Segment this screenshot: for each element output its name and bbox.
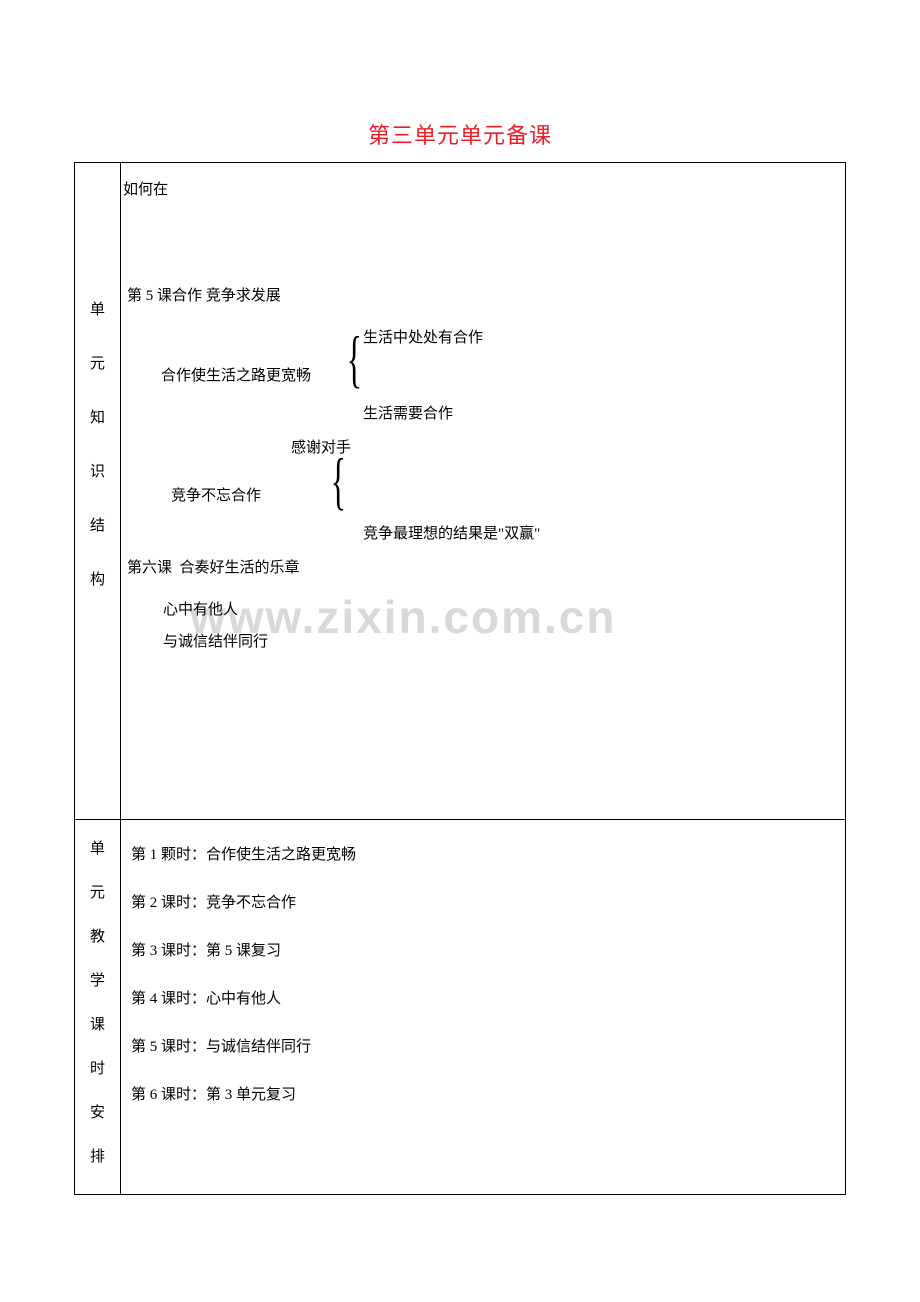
lesson5-item1-sub2: 生活需要合作: [363, 399, 453, 429]
schedule-item: 第 4 课时：心中有他人: [131, 984, 837, 1014]
lesson5-item1: 合作使生活之路更宽畅: [161, 361, 311, 391]
label-char: 安: [79, 1098, 116, 1128]
lesson5-title: 第 5 课合作 竞争求发展: [127, 281, 281, 311]
lesson5-item2-sub2: 竞争最理想的结果是"双赢": [363, 519, 540, 549]
schedule-item: 第 5 课时：与诚信结伴同行: [131, 1032, 837, 1062]
fragment-text: 如何在: [123, 175, 168, 205]
section-schedule: 单 元 教 学 课 时 安 排 第 1 颗时：合作使生活之路更宽畅 第 2 课时…: [75, 820, 846, 1195]
label-char: 排: [79, 1142, 116, 1172]
section2-content: 第 1 颗时：合作使生活之路更宽畅 第 2 课时：竞争不忘合作 第 3 课时：第…: [121, 820, 846, 1195]
label-char: 知: [79, 403, 116, 433]
label-char: 识: [79, 457, 116, 487]
label-char: 构: [79, 565, 116, 595]
label-char: 单: [79, 834, 116, 864]
section1-label: 单 元 知 识 结 构: [75, 163, 121, 820]
schedule-item: 第 2 课时：竞争不忘合作: [131, 888, 837, 918]
label-char: 学: [79, 966, 116, 996]
schedule-item: 第 1 颗时：合作使生活之路更宽畅: [131, 840, 837, 870]
lesson5-item2: 竞争不忘合作: [171, 481, 261, 511]
label-char: 课: [79, 1010, 116, 1040]
label-char: 结: [79, 511, 116, 541]
label-char: 教: [79, 922, 116, 952]
lesson6-item2: 与诚信结伴同行: [163, 627, 268, 657]
label-char: 单: [79, 295, 116, 325]
label-char: 元: [79, 878, 116, 908]
label-char: 元: [79, 349, 116, 379]
lesson-plan-table: 单 元 知 识 结 构 如何在 第 5 课合作 竞争求发展 生活中处处有合作 合…: [74, 162, 846, 1195]
brace-icon: {: [331, 449, 346, 513]
section2-label: 单 元 教 学 课 时 安 排: [75, 820, 121, 1195]
lesson5-item1-sub1: 生活中处处有合作: [363, 323, 483, 353]
lesson6-title: 第六课 合奏好生活的乐章: [127, 553, 300, 583]
lesson6-item1: 心中有他人: [163, 595, 238, 625]
brace-icon: {: [347, 327, 362, 391]
page-title: 第三单元单元备课: [0, 0, 920, 162]
section-knowledge-structure: 单 元 知 识 结 构 如何在 第 5 课合作 竞争求发展 生活中处处有合作 合…: [75, 163, 846, 820]
section1-content: 如何在 第 5 课合作 竞争求发展 生活中处处有合作 合作使生活之路更宽畅 { …: [121, 163, 846, 820]
schedule-item: 第 6 课时：第 3 单元复习: [131, 1080, 837, 1110]
label-char: 时: [79, 1054, 116, 1084]
schedule-item: 第 3 课时：第 5 课复习: [131, 936, 837, 966]
